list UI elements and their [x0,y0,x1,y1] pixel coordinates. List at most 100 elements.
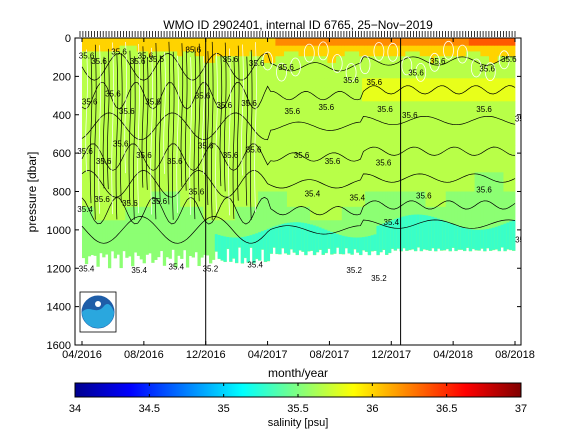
field-cell [217,172,221,192]
field-cell [413,191,418,208]
field-cell [258,172,262,192]
field-cell [107,56,112,64]
field-cell [183,62,187,79]
field-cell [255,191,259,208]
field-cell [168,87,172,102]
field-cell [145,87,149,102]
field-cell [142,101,146,119]
field-cell [474,56,478,64]
field-cell [154,78,158,89]
field-cell [209,145,213,173]
field-cell [503,101,507,119]
field-cell [269,172,273,192]
field-cell [110,145,115,173]
field-cell [460,56,464,64]
field-cell [457,191,461,208]
field-cell [454,225,458,251]
field-cell [364,56,369,64]
field-cell [468,206,473,221]
field-cell [341,56,346,64]
field-cell [318,227,322,250]
field-cell [197,145,201,173]
field-cell [99,51,103,57]
field-cell [217,145,221,173]
field-cell [393,62,398,79]
field-cell [226,118,230,146]
field-cell [468,38,473,47]
contour-label: 35.4 [247,260,263,269]
field-cell [298,45,302,52]
field-cell [465,145,470,173]
field-cell [419,172,424,192]
field-cell [471,229,475,249]
field-cell [131,145,135,173]
field-cell [310,45,314,52]
field-cell [232,45,236,52]
field-cell [353,206,357,221]
field-cell [200,191,204,208]
field-cell [431,45,435,52]
field-cell [286,145,291,173]
field-cell [315,145,320,173]
field-cell [206,172,210,192]
field-cell [148,87,152,102]
field-cell [289,56,294,64]
field-cell [298,51,302,57]
field-cell [151,78,155,89]
field-cell [333,101,337,119]
plot-area: 35.635.635.635.635.635.635.635.6 35.635.6… [75,38,521,345]
field-cell [217,101,221,119]
colorbar-tick-label: 34.5 [139,403,160,415]
field-cell [197,56,201,64]
field-cell [174,78,178,89]
field-cell [281,191,285,208]
field-cell [99,191,103,208]
field-cell [298,172,302,192]
field-cell [194,51,198,57]
field-cell [255,220,259,235]
field-cell [344,172,348,192]
field-cell [217,206,221,221]
field-cell [286,38,291,47]
field-cell [278,206,282,221]
field-cell [107,172,112,192]
field-cell [229,118,233,146]
field-cell [312,62,317,79]
field-cell [243,206,247,221]
field-cell [281,38,285,47]
field-cell [301,191,305,208]
field-cell [327,51,331,57]
field-cell [185,56,190,64]
field-cell [188,172,193,192]
field-cell [165,62,169,79]
field-cell [338,172,343,192]
field-cell [500,87,504,102]
field-cell [419,87,424,102]
field-cell [486,45,490,52]
field-cell [211,56,216,64]
field-cell [489,172,493,192]
field-cell [376,51,380,57]
field-cell [286,191,291,208]
field-cell [139,118,144,146]
field-cell [362,191,366,208]
field-cell [263,45,268,52]
field-cell [494,51,499,57]
field-cell [494,145,499,173]
field-cell [445,191,450,208]
field-cell [333,87,337,102]
field-cell [122,233,126,252]
field-cell [99,62,103,79]
field-cell [425,191,429,208]
field-cell [405,51,409,57]
contour-line [206,51,210,206]
field-cell [411,45,415,52]
field-cell [413,145,418,173]
field-cell [289,38,294,47]
field-cell [99,145,103,173]
contour-lines [81,40,516,244]
field-cell [122,172,126,192]
field-cell [203,62,207,79]
field-cell [266,220,271,235]
field-cell [116,191,120,208]
